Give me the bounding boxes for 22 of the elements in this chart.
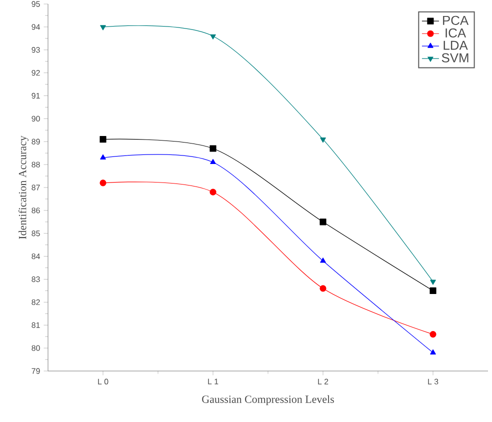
x-axis-title: Gaussian Compression Levels (202, 395, 334, 406)
point (430, 280, 436, 285)
point (210, 188, 216, 196)
legend-label: PCA (443, 16, 469, 25)
y-axis-title: Identification Accuracy (18, 136, 29, 239)
legend-label: SVM (442, 53, 468, 62)
point (210, 34, 216, 40)
point (430, 287, 436, 294)
legend-label: ICA (446, 28, 466, 38)
point (100, 25, 106, 30)
point (100, 136, 106, 143)
point (320, 285, 326, 292)
point (320, 258, 326, 263)
point (320, 218, 326, 226)
point (210, 158, 216, 164)
point (430, 331, 436, 338)
point (210, 145, 216, 152)
point (100, 154, 106, 160)
legend-label: LDA (444, 40, 468, 50)
point (100, 180, 106, 186)
point (320, 138, 326, 143)
point (430, 349, 436, 354)
